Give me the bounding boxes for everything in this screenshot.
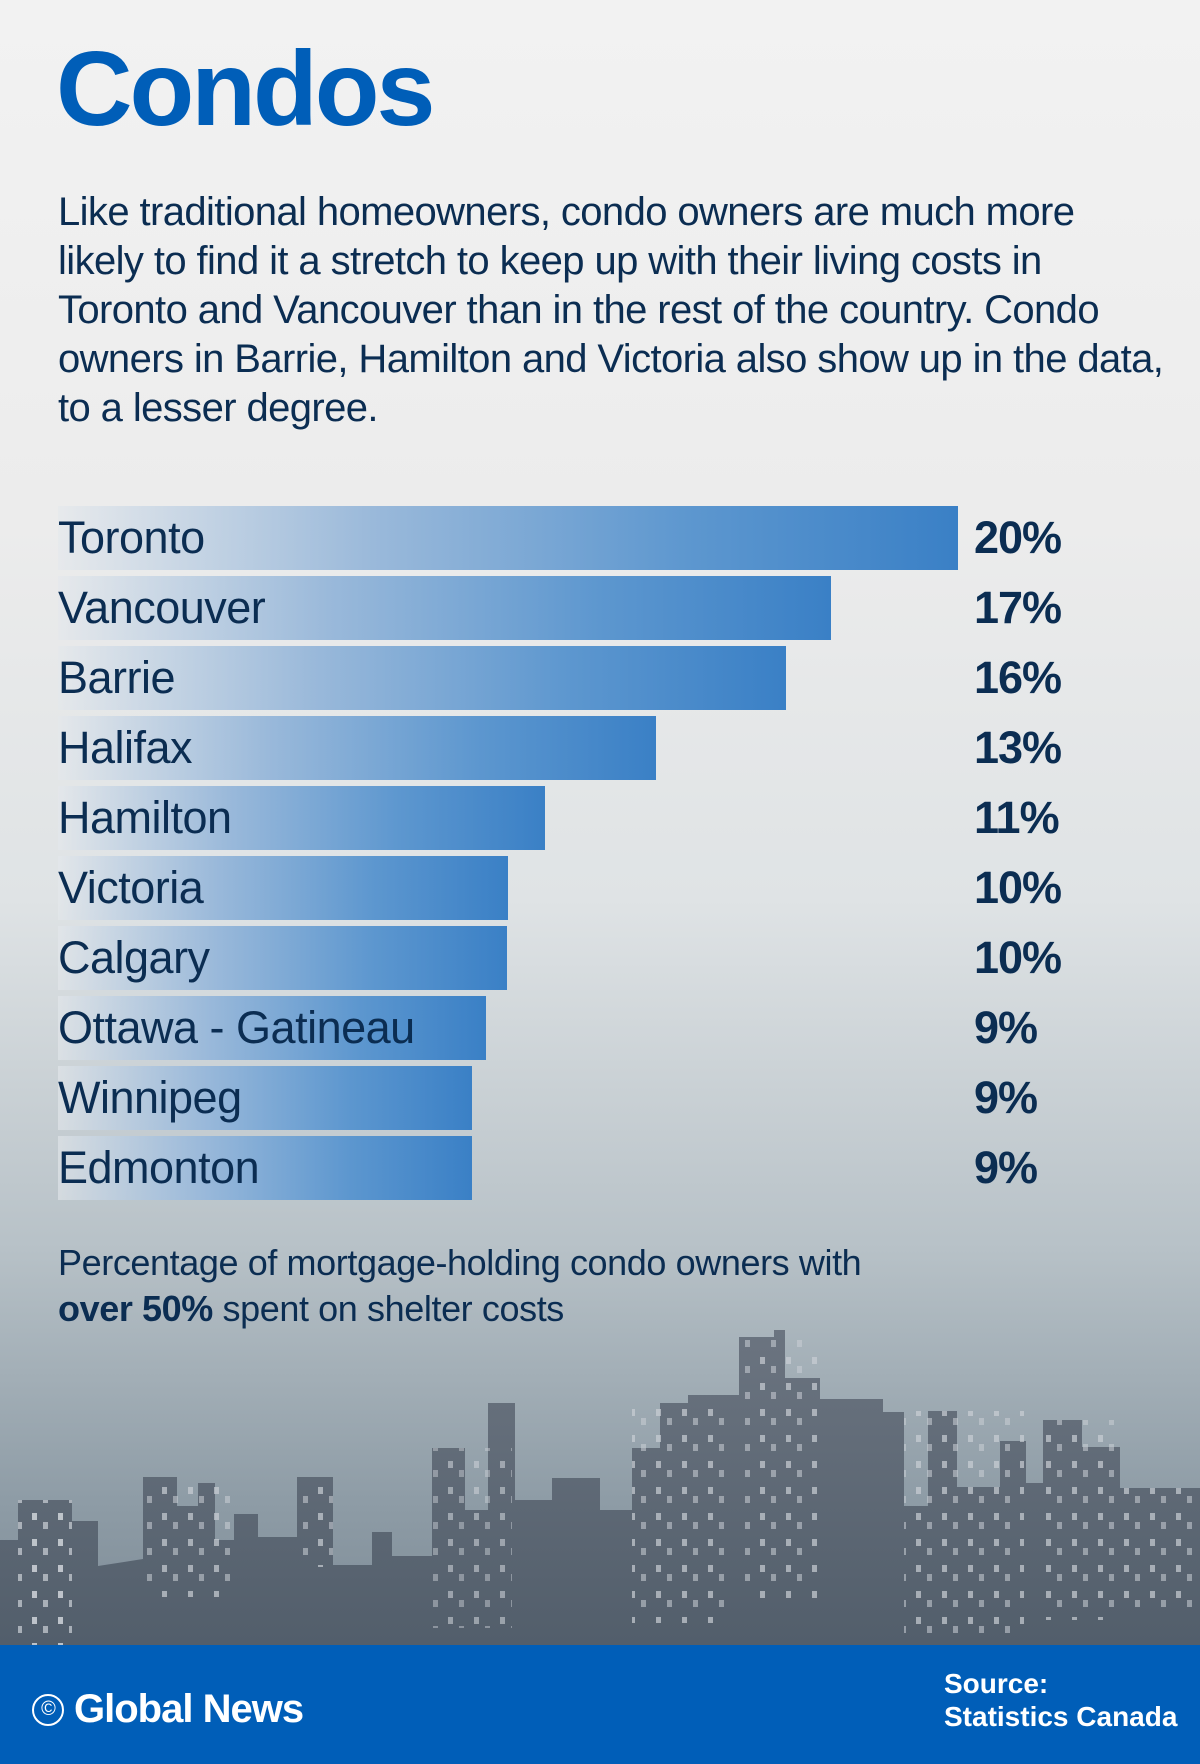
bar-value: 9%: [974, 1142, 1038, 1193]
brand-credit: © Global News: [32, 1687, 304, 1732]
bar-row-vancouver: Vancouver 17%: [0, 576, 1200, 640]
bar-label: Toronto: [58, 512, 205, 563]
bar: [58, 576, 831, 640]
city-skyline-illustration: [0, 1330, 1200, 1645]
bar: [58, 1066, 472, 1130]
bar-value: 10%: [974, 932, 1062, 983]
bar-label: Winnipeg: [58, 1072, 242, 1123]
page-title: Condos: [56, 30, 435, 148]
bar-row-toronto: Toronto 20%: [0, 506, 1200, 570]
bar-label: Ottawa - Gatineau: [58, 1002, 415, 1053]
bar-label: Edmonton: [58, 1142, 260, 1193]
copyright-icon: ©: [32, 1693, 64, 1726]
bar-row-barrie: Barrie 16%: [0, 646, 1200, 710]
bar: [58, 786, 545, 850]
bar-value: 11%: [974, 792, 1060, 843]
source-label: Source:: [944, 1668, 1049, 1699]
bar: [58, 1136, 472, 1200]
brand-name: Global News: [74, 1687, 304, 1731]
bar-value: 13%: [974, 722, 1062, 773]
bar: [58, 856, 508, 920]
bar-label: Vancouver: [58, 582, 266, 633]
source-name: Statistics Canada: [944, 1701, 1178, 1732]
bar-row-hamilton: Hamilton 11%: [0, 786, 1200, 850]
caption-line1: Percentage of mortgage-holding condo own…: [58, 1242, 862, 1283]
bar: [58, 926, 507, 990]
bar-label: Halifax: [58, 722, 193, 773]
bar-row-winnipeg: Winnipeg 9%: [0, 1066, 1200, 1130]
bar-row-edmonton: Edmonton 9%: [0, 1136, 1200, 1200]
caption-rest: spent on shelter costs: [212, 1288, 565, 1329]
bar-value: 16%: [974, 652, 1062, 703]
footer-bar: © Global News Source: Statistics Canada: [0, 1645, 1200, 1764]
chart-caption: Percentage of mortgage-holding condo own…: [58, 1240, 1058, 1332]
bar-row-halifax: Halifax 13%: [0, 716, 1200, 780]
bar-label: Victoria: [58, 862, 204, 913]
bar: [58, 996, 486, 1060]
bar-row-calgary: Calgary 10%: [0, 926, 1200, 990]
bar-value: 17%: [974, 582, 1062, 633]
bar-value: 20%: [974, 512, 1062, 563]
bar-label: Barrie: [58, 652, 176, 703]
bar-label: Calgary: [58, 932, 210, 983]
bar-value: 10%: [974, 862, 1062, 913]
bar-value: 9%: [974, 1072, 1038, 1123]
bar: [58, 716, 656, 780]
bar-label: Hamilton: [58, 792, 232, 843]
source-credit: Source: Statistics Canada: [944, 1667, 1177, 1733]
caption-bold: over 50%: [58, 1288, 213, 1329]
bar: [58, 506, 958, 570]
bar: [58, 646, 786, 710]
intro-text: Like traditional homeowners, condo owner…: [58, 190, 1164, 430]
bar-row-ottawa-gatineau: Ottawa - Gatineau 9%: [0, 996, 1200, 1060]
bar-row-victoria: Victoria 10%: [0, 856, 1200, 920]
bar-value: 9%: [974, 1002, 1038, 1053]
